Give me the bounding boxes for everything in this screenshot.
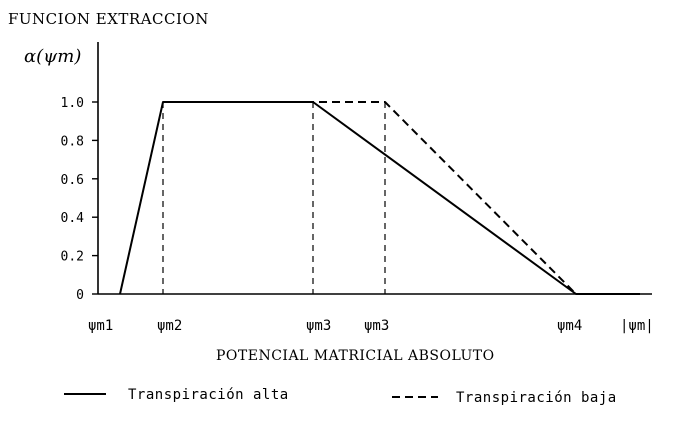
x-tick-label: |ψm| xyxy=(620,318,654,334)
x-tick-label: ψm3 xyxy=(364,318,389,334)
drop-lines xyxy=(162,102,386,294)
x-tick-label: ψm4 xyxy=(557,318,582,334)
y-tick-label: 1.0 xyxy=(61,96,84,111)
y-ticks: 0 0.2 0.4 0.6 0.8 1.0 xyxy=(61,96,98,303)
x-axis-label: POTENCIAL MATRICIAL ABSOLUTO xyxy=(216,348,495,364)
chart-title: FUNCION EXTRACCION xyxy=(8,10,209,28)
legend-label: Transpiración baja xyxy=(456,390,617,406)
x-tick-label: ψm1 xyxy=(88,318,113,334)
y-axis-label: α(ψm) xyxy=(24,46,81,67)
y-tick-label: 0.6 xyxy=(61,173,84,188)
series-line-solid xyxy=(119,101,640,295)
y-tick-label: 0.4 xyxy=(61,211,85,226)
legend: Transpiración alta Transpiración baja xyxy=(64,387,617,406)
x-ticks: ψm1 ψm2 ψm3 ψm3 ψm4 |ψm| xyxy=(88,318,654,334)
y-tick-label: 0.2 xyxy=(61,250,84,265)
x-tick-label: ψm2 xyxy=(157,318,182,334)
series-line-dashed xyxy=(163,101,577,295)
y-tick-label: 0.8 xyxy=(61,134,84,149)
legend-label: Transpiración alta xyxy=(128,387,289,403)
y-tick-label: 0 xyxy=(76,288,84,303)
series-lines xyxy=(119,101,640,295)
x-tick-label: ψm3 xyxy=(306,318,331,334)
